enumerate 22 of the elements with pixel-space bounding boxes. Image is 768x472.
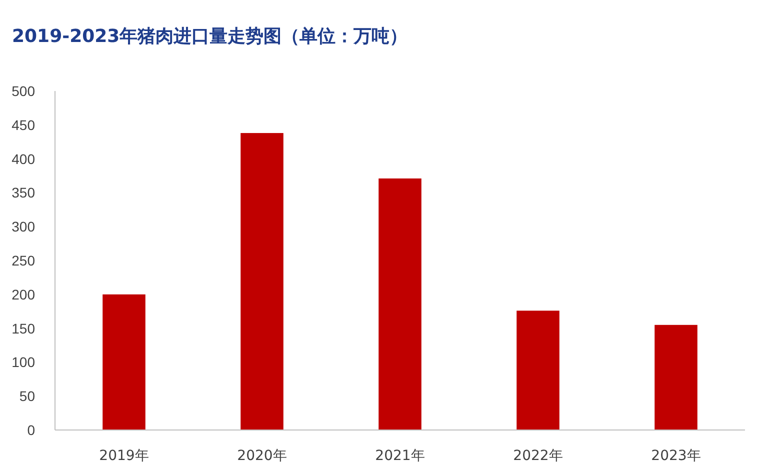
bar [516, 310, 560, 430]
bar [654, 324, 698, 430]
bar [378, 178, 422, 430]
x-tick-label: 2020年 [237, 448, 287, 464]
y-tick-label: 50 [19, 388, 36, 404]
y-tick-label: 400 [12, 150, 36, 167]
x-tick-label: 2021年 [375, 448, 425, 464]
y-tick-label: 100 [12, 354, 36, 370]
x-tick-label: 2019年 [99, 448, 149, 464]
y-tick-label: 300 [12, 218, 36, 235]
y-tick-label: 500 [12, 83, 36, 99]
y-tick-label: 350 [12, 184, 36, 201]
x-tick-label: 2023年 [651, 448, 701, 464]
y-tick-label: 200 [12, 286, 36, 302]
y-tick-label: 0 [27, 422, 36, 438]
chart-title: 2019-2023年猪肉进口量走势图（单位：万吨） [12, 26, 408, 47]
y-tick-label: 150 [12, 320, 36, 336]
y-tick-label: 250 [12, 252, 36, 268]
y-tick-label: 450 [12, 116, 36, 133]
bar [240, 133, 284, 430]
x-tick-label: 2022年 [513, 448, 563, 464]
bar [102, 294, 146, 430]
